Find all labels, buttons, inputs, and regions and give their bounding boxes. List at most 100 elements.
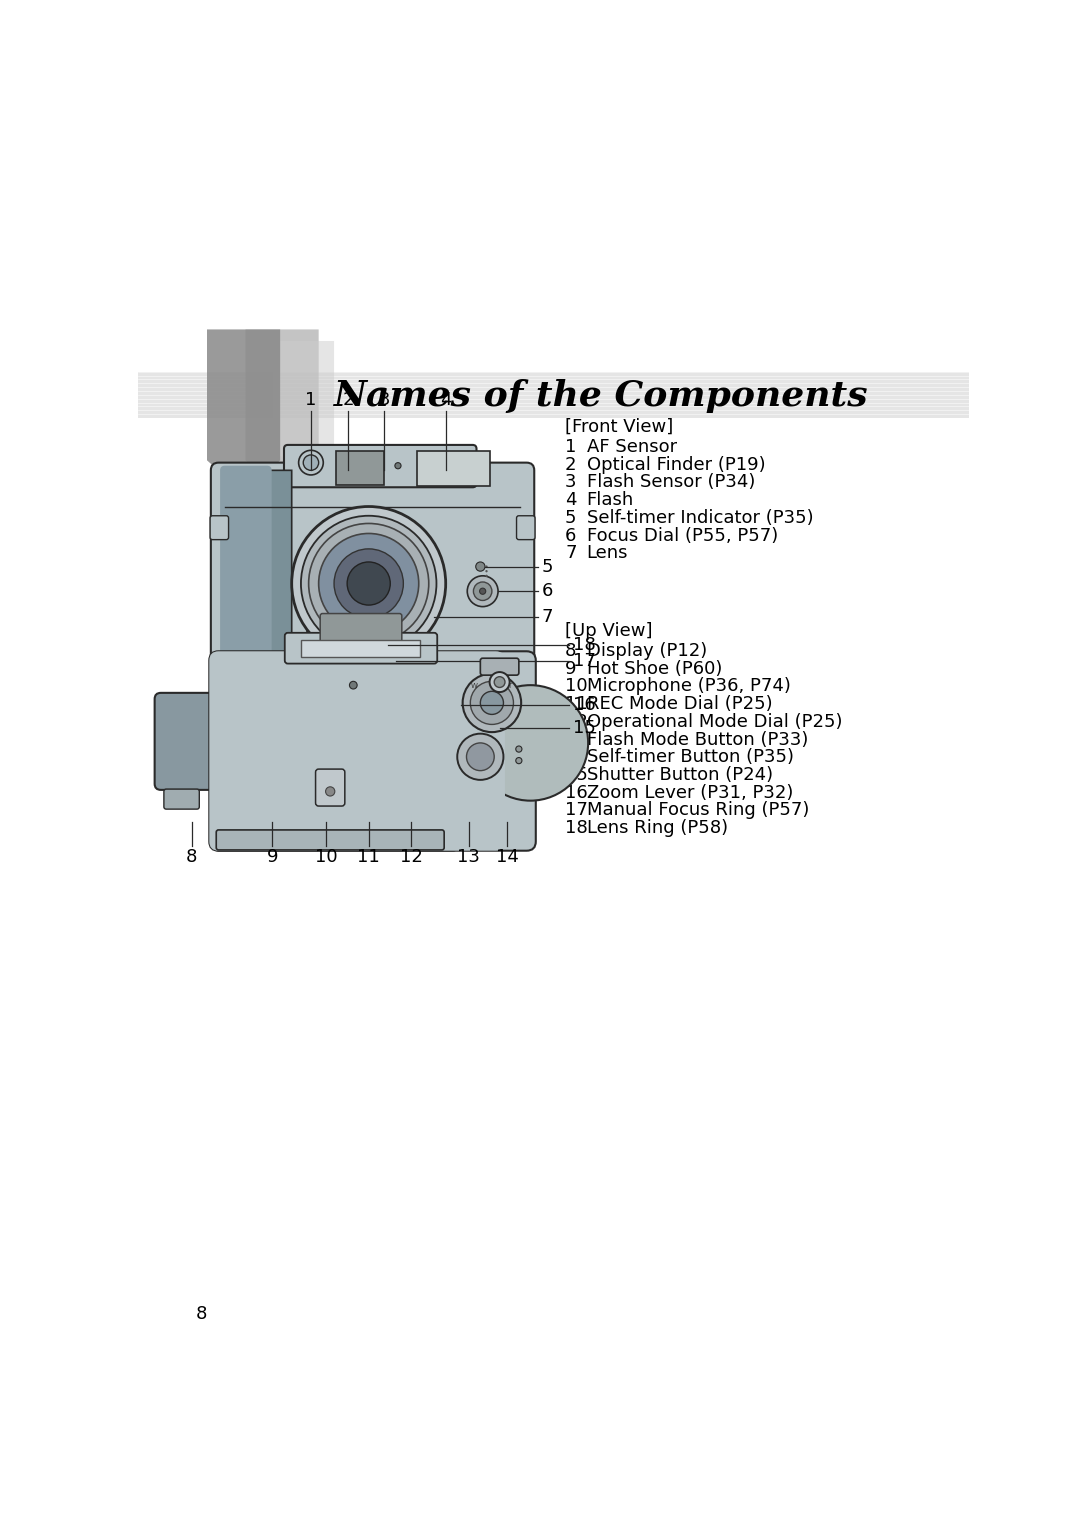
Text: 18: 18 — [572, 636, 595, 655]
Circle shape — [462, 673, 522, 732]
Circle shape — [495, 676, 505, 688]
Polygon shape — [225, 470, 292, 661]
Text: Self-timer Indicator (P35): Self-timer Indicator (P35) — [586, 508, 813, 526]
Text: Lens Ring (P58): Lens Ring (P58) — [586, 819, 728, 838]
Circle shape — [468, 575, 498, 607]
Text: 9: 9 — [267, 847, 279, 865]
Text: 8: 8 — [186, 847, 198, 865]
Text: Focus Dial (P55, P57): Focus Dial (P55, P57) — [586, 526, 778, 545]
FancyBboxPatch shape — [301, 639, 419, 656]
Circle shape — [299, 450, 323, 475]
Text: Self-timer Button (P35): Self-timer Button (P35) — [586, 748, 794, 766]
Text: 15: 15 — [572, 719, 596, 737]
Text: Manual Focus Ring (P57): Manual Focus Ring (P57) — [586, 801, 809, 819]
FancyBboxPatch shape — [481, 658, 518, 674]
Circle shape — [309, 523, 429, 644]
Circle shape — [303, 455, 319, 470]
Text: 1: 1 — [565, 438, 577, 456]
FancyBboxPatch shape — [210, 652, 505, 850]
Polygon shape — [272, 340, 334, 476]
Text: Microphone (P36, P74): Microphone (P36, P74) — [586, 678, 791, 696]
Text: 16: 16 — [565, 784, 588, 801]
Circle shape — [301, 516, 436, 652]
Circle shape — [485, 575, 488, 577]
Circle shape — [485, 571, 488, 572]
Text: 13: 13 — [565, 731, 588, 749]
Circle shape — [350, 681, 357, 690]
FancyBboxPatch shape — [320, 613, 402, 642]
Text: 17: 17 — [565, 801, 588, 819]
Text: 4: 4 — [440, 391, 451, 409]
FancyBboxPatch shape — [516, 516, 535, 540]
Polygon shape — [207, 330, 280, 494]
FancyBboxPatch shape — [216, 821, 457, 850]
Circle shape — [292, 507, 446, 661]
Text: 6: 6 — [542, 583, 553, 600]
Text: Flash Mode Button (P33): Flash Mode Button (P33) — [586, 731, 808, 749]
Text: 10: 10 — [565, 678, 588, 696]
Circle shape — [467, 743, 495, 771]
FancyBboxPatch shape — [307, 604, 415, 649]
Text: 3: 3 — [378, 391, 390, 409]
Circle shape — [473, 685, 589, 801]
Circle shape — [475, 562, 485, 571]
FancyBboxPatch shape — [216, 830, 444, 850]
Text: 2: 2 — [565, 456, 577, 473]
Circle shape — [485, 566, 488, 568]
Circle shape — [473, 581, 491, 600]
Text: 13: 13 — [457, 847, 481, 865]
Text: Shutter Button (P24): Shutter Button (P24) — [586, 766, 772, 784]
Text: 11: 11 — [357, 847, 380, 865]
Circle shape — [516, 746, 522, 752]
FancyBboxPatch shape — [285, 633, 437, 664]
Text: Names of the Components: Names of the Components — [334, 378, 868, 414]
Text: 8: 8 — [565, 642, 577, 661]
Text: Lens: Lens — [586, 545, 629, 562]
FancyBboxPatch shape — [220, 465, 272, 658]
Circle shape — [319, 534, 419, 633]
Circle shape — [395, 462, 401, 468]
Text: 14: 14 — [496, 847, 518, 865]
Text: 9: 9 — [565, 659, 577, 678]
Text: 18: 18 — [565, 819, 588, 838]
Text: REC Mode Dial (P25): REC Mode Dial (P25) — [586, 696, 772, 713]
Text: W: W — [471, 684, 477, 688]
Text: T: T — [508, 684, 512, 688]
Text: Flash Sensor (P34): Flash Sensor (P34) — [586, 473, 755, 491]
Circle shape — [480, 588, 486, 594]
Text: [Up View]: [Up View] — [565, 623, 652, 639]
Text: AF Sensor: AF Sensor — [586, 438, 677, 456]
Text: 14: 14 — [565, 748, 588, 766]
Text: 15: 15 — [565, 766, 588, 784]
Circle shape — [334, 549, 403, 618]
Text: 5: 5 — [542, 557, 553, 575]
Text: 5: 5 — [565, 508, 577, 526]
FancyBboxPatch shape — [336, 452, 384, 485]
FancyBboxPatch shape — [211, 462, 535, 664]
Text: 1: 1 — [306, 391, 316, 409]
FancyBboxPatch shape — [284, 446, 476, 487]
FancyBboxPatch shape — [164, 789, 200, 809]
Circle shape — [481, 691, 503, 714]
Circle shape — [470, 681, 513, 725]
Text: 12: 12 — [400, 847, 422, 865]
Text: 16: 16 — [572, 696, 595, 714]
FancyBboxPatch shape — [211, 516, 229, 540]
Text: 7: 7 — [542, 607, 553, 626]
Text: 12: 12 — [565, 713, 588, 731]
Text: 17: 17 — [572, 652, 596, 670]
Text: Optical Finder (P19): Optical Finder (P19) — [586, 456, 766, 473]
Text: Operational Mode Dial (P25): Operational Mode Dial (P25) — [586, 713, 842, 731]
Text: 6: 6 — [565, 526, 577, 545]
Text: 8: 8 — [195, 1305, 207, 1323]
Circle shape — [347, 562, 390, 606]
Circle shape — [489, 671, 510, 693]
Text: 11: 11 — [565, 696, 588, 713]
Text: Flash: Flash — [586, 491, 634, 510]
Text: 3: 3 — [565, 473, 577, 491]
Text: 4: 4 — [565, 491, 577, 510]
Circle shape — [516, 757, 522, 763]
FancyBboxPatch shape — [210, 652, 536, 850]
FancyBboxPatch shape — [417, 452, 489, 487]
Text: Display (P12): Display (P12) — [586, 642, 706, 661]
